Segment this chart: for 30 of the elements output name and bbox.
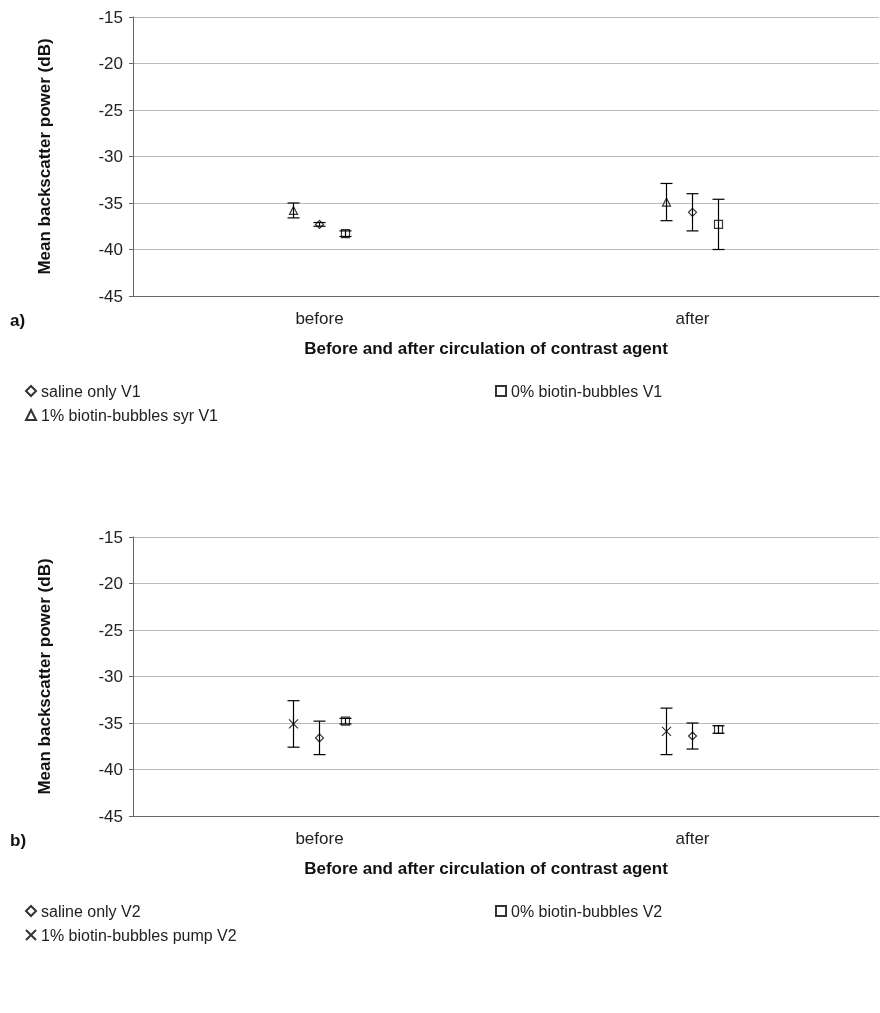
y-axis-title: Mean backscatter power (dB): [34, 558, 54, 795]
y-tick-label: -45: [98, 286, 123, 306]
y-axis-title: Mean backscatter power (dB): [34, 38, 54, 275]
legend-label: saline only V1: [41, 382, 141, 400]
y-tick-label: -15: [98, 527, 123, 547]
x-tick-label: before: [295, 309, 344, 328]
y-tick-label: -35: [98, 193, 123, 213]
y-tick-label: -30: [98, 147, 123, 166]
text: a): [10, 311, 26, 330]
x-tick-label: before: [295, 829, 344, 848]
legend-label: 0% biotin-bubbles V2: [511, 902, 663, 920]
y-tick-label: -45: [98, 806, 123, 826]
y-tick-label: -40: [98, 760, 123, 779]
legend-label: 1% biotin-bubbles pump V2: [41, 926, 237, 944]
x-axis-title: Before and after circulation of contrast agent: [304, 859, 669, 878]
x-tick-label: after: [675, 309, 710, 328]
y-tick-label: -40: [98, 240, 123, 259]
y-tick-label: -15: [98, 7, 123, 27]
legend-label: saline only V2: [41, 902, 141, 920]
y-tick-label: -20: [98, 574, 123, 593]
text: b): [10, 831, 27, 850]
y-tick-label: -25: [98, 100, 123, 120]
y-tick-label: -25: [98, 620, 123, 640]
y-tick-label: -20: [98, 54, 123, 73]
legend-label: 1% biotin-bubbles syr V1: [41, 406, 219, 424]
x-axis-title: Before and after circulation of contrast agent: [304, 339, 669, 358]
y-tick-label: -35: [98, 713, 123, 733]
y-tick-label: -30: [98, 667, 123, 686]
x-tick-label: after: [675, 829, 710, 848]
legend-label: 0% biotin-bubbles V1: [511, 382, 663, 400]
